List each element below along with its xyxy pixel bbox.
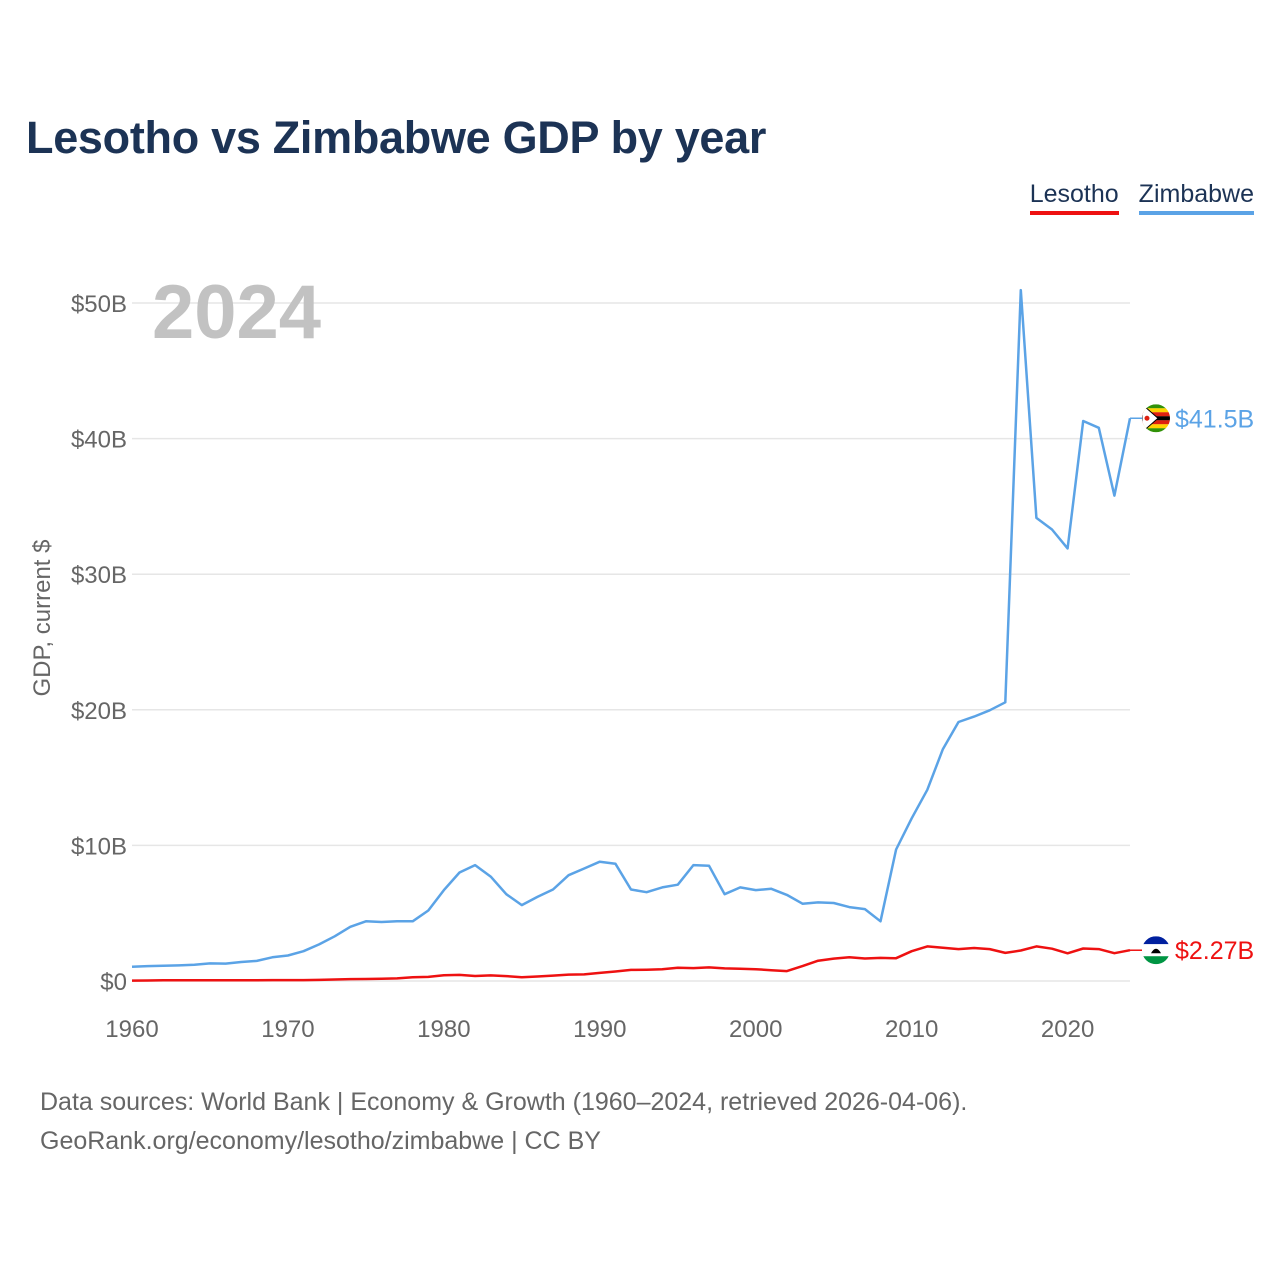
end-value-label-zimbabwe: $41.5B <box>1175 405 1254 433</box>
y-tick-label: $50B <box>71 291 127 318</box>
legend-item-lesotho[interactable]: Lesotho <box>1029 180 1119 215</box>
end-markers: $2.27B $41.5B <box>1130 404 1254 965</box>
legend-item-zimbabwe[interactable]: Zimbabwe <box>1138 180 1254 215</box>
y-axis-label: GDP, current $ <box>29 540 56 697</box>
x-tick-label: 2010 <box>885 1016 938 1043</box>
x-tick-label: 1970 <box>261 1016 314 1043</box>
legend: Lesotho Zimbabwe <box>1029 180 1254 215</box>
footer-source-line: Data sources: World Bank | Economy & Gro… <box>40 1088 968 1116</box>
y-tick-label: $0 <box>100 969 127 996</box>
end-value-label-lesotho: $2.27B <box>1175 937 1254 965</box>
y-tick-label: $40B <box>71 427 127 454</box>
x-tick-label: 2000 <box>729 1016 782 1043</box>
y-tick-label: $10B <box>71 833 127 860</box>
series-line-lesotho <box>131 945 1131 982</box>
year-label: 2024 <box>152 270 321 355</box>
grid-lines <box>132 302 1130 982</box>
lesotho-flag-icon <box>1142 936 1170 965</box>
x-tick-label: 1980 <box>417 1016 470 1043</box>
y-axis-ticks: $0 $10B $20B $30B $40B $50B <box>71 291 127 996</box>
y-tick-label: $20B <box>71 698 127 725</box>
zimbabwe-flag-icon <box>1142 404 1170 433</box>
x-tick-label: 1990 <box>573 1016 626 1043</box>
x-tick-label: 2020 <box>1041 1016 1094 1043</box>
series-lines <box>131 288 1132 982</box>
x-tick-label: 1960 <box>105 1016 158 1043</box>
x-axis-ticks: 1960 1970 1980 1990 2000 2010 2020 <box>105 1016 1094 1043</box>
y-tick-label: $30B <box>71 562 127 589</box>
data-source-footer: Data sources: World Bank | Economy & Gro… <box>40 1083 967 1161</box>
footer-license-line: GeoRank.org/economy/lesotho/zimbabwe | C… <box>40 1127 601 1155</box>
series-line-zimbabwe <box>131 288 1132 969</box>
chart-title: Lesotho vs Zimbabwe GDP by year <box>26 112 767 163</box>
